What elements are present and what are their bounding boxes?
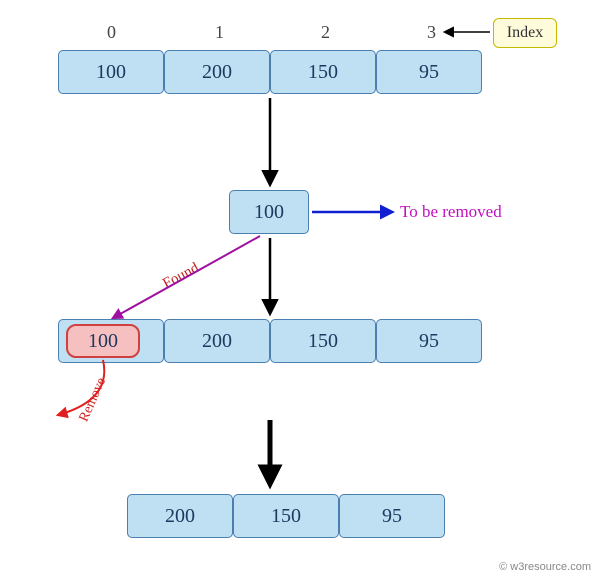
array1-value-1: 200 bbox=[202, 61, 232, 84]
array2-highlight: 100 bbox=[66, 324, 140, 358]
attribution: © w3resource.com bbox=[499, 561, 591, 573]
array3-cell-0: 200 bbox=[127, 494, 233, 538]
index-3: 3 bbox=[427, 22, 436, 43]
array2-cell-2: 150 bbox=[270, 319, 376, 363]
array3-cell-1: 150 bbox=[233, 494, 339, 538]
array2-value-3: 95 bbox=[419, 330, 439, 353]
single-cell-value: 100 bbox=[254, 201, 284, 224]
array1-cell-3: 95 bbox=[376, 50, 482, 94]
array3-value-2: 95 bbox=[382, 505, 402, 528]
array1-value-2: 150 bbox=[308, 61, 338, 84]
index-2: 2 bbox=[321, 22, 330, 43]
array2-cell-1: 200 bbox=[164, 319, 270, 363]
found-label: Found bbox=[160, 260, 202, 293]
array1-cell-2: 150 bbox=[270, 50, 376, 94]
remove-label: Remove bbox=[77, 375, 111, 424]
index-0: 0 bbox=[107, 22, 116, 43]
index-label-box: Index bbox=[493, 18, 557, 48]
array1-cell-0: 100 bbox=[58, 50, 164, 94]
single-cell: 100 bbox=[229, 190, 309, 234]
array2-value-0: 100 bbox=[88, 330, 118, 353]
index-1: 1 bbox=[215, 22, 224, 43]
array2-cell-3: 95 bbox=[376, 319, 482, 363]
array1-value-3: 95 bbox=[419, 61, 439, 84]
array1-value-0: 100 bbox=[96, 61, 126, 84]
to-be-removed-label: To be removed bbox=[400, 202, 502, 222]
index-label-text: Index bbox=[507, 24, 543, 42]
array3-value-1: 150 bbox=[271, 505, 301, 528]
diagram-canvas: 0 1 2 3 Index 100 200 150 95 100 To be r… bbox=[0, 0, 603, 581]
array2-value-2: 150 bbox=[308, 330, 338, 353]
array3-cell-2: 95 bbox=[339, 494, 445, 538]
array1-cell-1: 200 bbox=[164, 50, 270, 94]
array3-value-0: 200 bbox=[165, 505, 195, 528]
array2-value-1: 200 bbox=[202, 330, 232, 353]
